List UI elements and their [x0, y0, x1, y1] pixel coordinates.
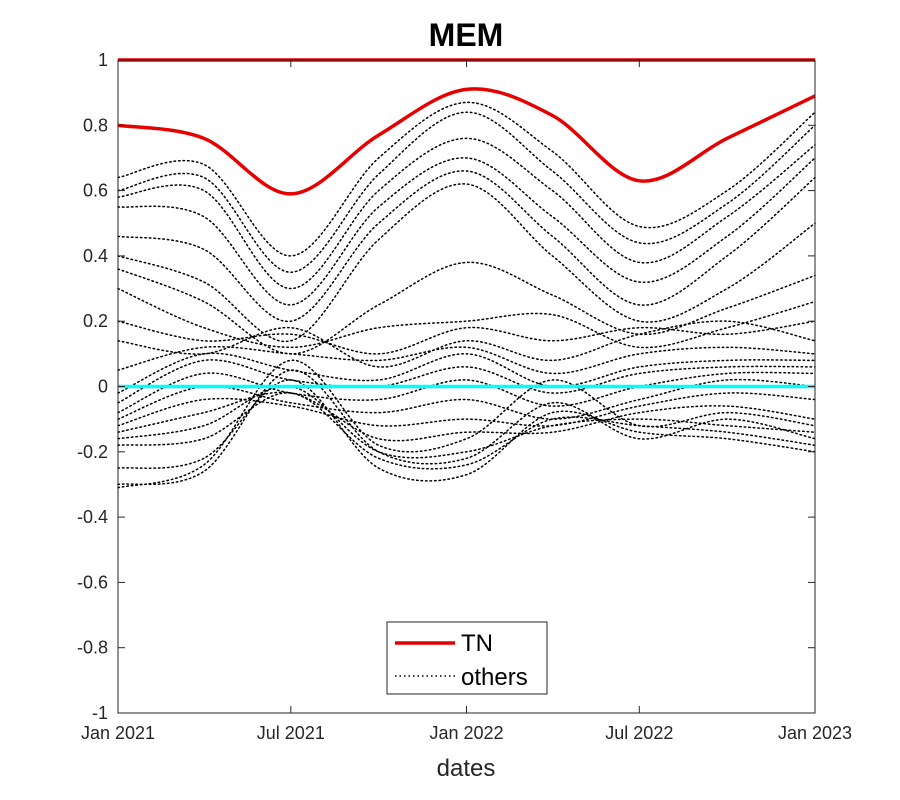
series-others-line-15 [117, 359, 816, 404]
series-others-line-20 [117, 385, 816, 459]
legend-box [386, 621, 548, 695]
y-tick-label: 0.4 [83, 246, 108, 266]
series-others-line-21 [117, 392, 816, 470]
series-others-line-23 [117, 369, 816, 486]
series-tn [117, 87, 816, 196]
x-tick-label: Jan 2022 [429, 723, 503, 743]
series-others-line-4 [117, 111, 816, 273]
y-tick-label: -0.6 [77, 572, 108, 592]
y-tick-label: 0.6 [83, 181, 108, 201]
series-others-line-8 [117, 183, 816, 343]
series-others-line-7 [117, 170, 816, 322]
series-others-line-10 [117, 287, 816, 349]
series-others-line-12 [117, 320, 816, 368]
legend-label-others: others [461, 664, 528, 691]
series-others-line-18 [117, 392, 816, 427]
series-others-line-22 [117, 379, 816, 482]
y-tick-label: -0.4 [77, 507, 108, 527]
chart-title: MEM [429, 17, 504, 53]
legend: TN others [386, 621, 548, 695]
y-tick-label: 0 [98, 377, 108, 397]
y-tick-label: 0.8 [83, 115, 108, 135]
y-tick-label: 0.2 [83, 311, 108, 331]
x-tick-label: Jan 2023 [778, 723, 852, 743]
x-axis-label: dates [437, 755, 496, 782]
y-tick-label: -0.2 [77, 442, 108, 462]
series-others-line-24 [117, 359, 816, 489]
series-others-line-11 [117, 320, 816, 355]
series-others-line-13 [117, 345, 816, 375]
y-tick-label: -0.8 [77, 638, 108, 658]
series-others-line-3 [117, 101, 816, 257]
y-axis: -1 -0.8 -0.6 -0.4 -0.2 0 0.2 0.4 0.6 0.8 1 [77, 50, 815, 723]
series-others-line-16 [117, 371, 816, 414]
series-others-line-14 [117, 352, 816, 394]
series-others-line-9 [117, 261, 816, 355]
y-tick-label: -1 [92, 703, 108, 723]
x-tick-label: Jul 2021 [257, 723, 325, 743]
series-others-line-6 [117, 157, 816, 306]
legend-label-tn: TN [461, 630, 493, 657]
series-others-line-5 [117, 137, 816, 290]
x-axis: Jan 2021 Jul 2021 Jan 2022 Jul 2022 Jan 2023 [81, 60, 852, 743]
x-tick-label: Jul 2022 [605, 723, 673, 743]
y-tick-label: 1 [98, 50, 108, 70]
series-others-line-19 [117, 391, 816, 442]
x-tick-label: Jan 2021 [81, 723, 155, 743]
series-layer [117, 58, 816, 489]
